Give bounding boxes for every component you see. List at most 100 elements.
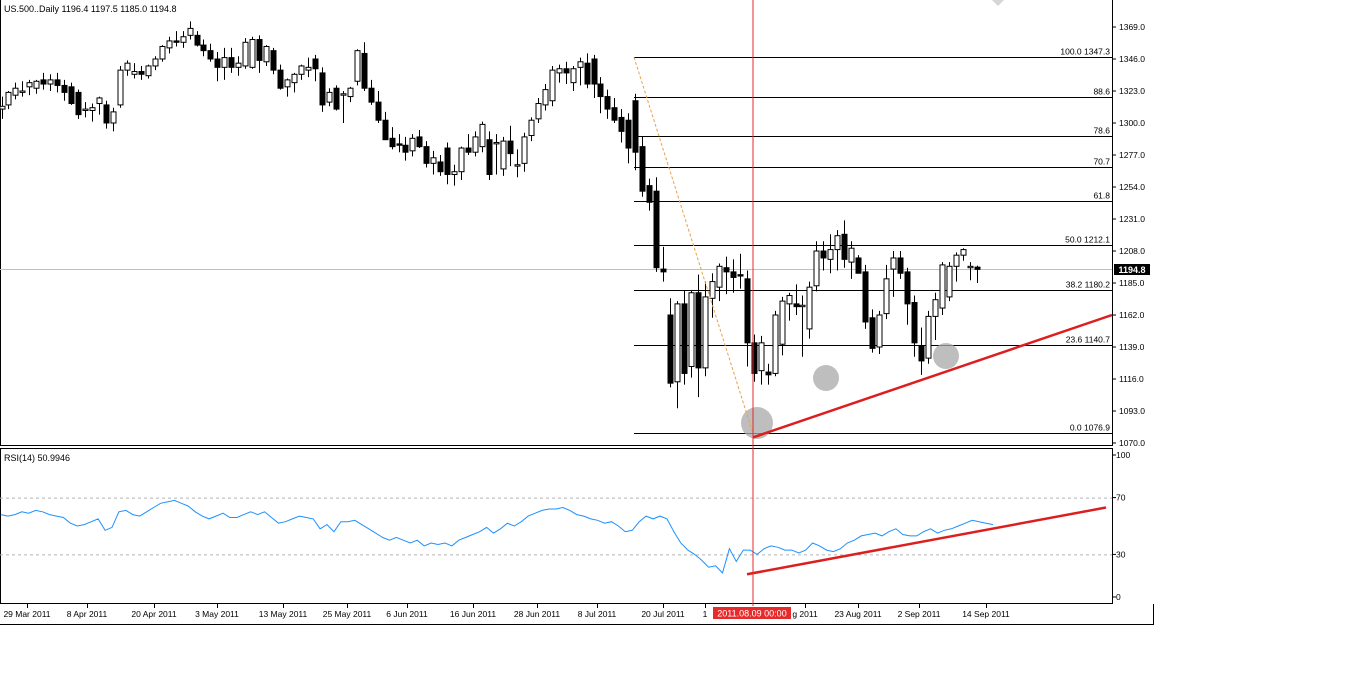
candle-body-bull (570, 68, 577, 84)
candle-body-bear (639, 146, 646, 192)
candle (368, 79, 375, 105)
candle-body-bear (660, 268, 667, 273)
x-tick-label: 8 Apr 2011 (67, 609, 108, 619)
price-tick-label: 1254.0 (1119, 182, 1145, 192)
candle (5, 91, 12, 110)
x-tick-label: 2 Sep 2011 (898, 609, 941, 619)
candle-body-bear (632, 100, 639, 153)
candle (389, 127, 396, 150)
candle (660, 246, 667, 282)
fibonacci-anchor-line[interactable] (633, 57, 754, 434)
candle-body-bull (827, 249, 834, 260)
candle (47, 74, 54, 91)
candle (730, 259, 737, 293)
candle (939, 262, 946, 315)
candle (723, 256, 730, 295)
candle-body-bull (772, 314, 779, 374)
candle-body-bull (19, 90, 26, 93)
candle-body-bull (716, 265, 723, 288)
candle-body-bull (117, 69, 124, 106)
candle-body-bull (96, 97, 103, 105)
candle-body-bull (409, 137, 416, 152)
candle-body-bull (298, 65, 305, 75)
rsi-tick-label: 0 (1116, 592, 1121, 602)
candle (653, 177, 660, 272)
candle-body-bull (110, 111, 117, 124)
candle-body-bull (674, 303, 681, 383)
x-tick-label: g 2011 (792, 609, 818, 619)
candle-body-bear (396, 143, 403, 146)
candle (806, 281, 813, 339)
candle (667, 298, 674, 388)
candle (737, 253, 744, 289)
candle (409, 134, 416, 157)
rsi-trendline[interactable] (746, 506, 1107, 576)
candle-body-bear (423, 146, 430, 164)
candle-body-bull (702, 296, 709, 369)
candle (319, 67, 326, 112)
candle (103, 100, 110, 129)
candle-body-bear (61, 84, 68, 93)
candle-body-bull (145, 65, 152, 77)
candle-body-bear (730, 271, 737, 278)
price-tick-label: 1369.0 (1119, 22, 1145, 32)
candle (200, 39, 207, 57)
rsi-level-lines (0, 497, 1112, 556)
candle-body-bear (904, 271, 911, 305)
candle-body-bear (911, 301, 918, 344)
candle (228, 47, 235, 73)
candle-body-bull (758, 342, 765, 372)
candlestick-series (0, 21, 981, 409)
candle-body-bear (737, 274, 744, 277)
price-tick-label: 1300.0 (1119, 118, 1145, 128)
candle-body-bear (584, 62, 591, 85)
highlight-circle (813, 365, 839, 391)
candle-body-bull (180, 36, 187, 43)
candle-body-bull (535, 103, 542, 120)
candle-body-bull (305, 66, 312, 71)
candle-body-bear (681, 303, 688, 374)
candle-body-bull (284, 79, 291, 88)
x-tick-label: 20 Apr 2011 (131, 609, 176, 619)
candle-body-bull (890, 257, 897, 270)
date-badge: 2011.08.09 00:00 (713, 607, 791, 619)
candle (166, 36, 173, 54)
price-trendline[interactable] (752, 313, 1113, 439)
candle (542, 84, 549, 111)
rsi-panel: 100 70 30 0 RSI(14) 50.9946 (0, 448, 1130, 604)
candle-body-bear (416, 136, 423, 148)
candle (145, 64, 152, 79)
candle (974, 265, 981, 283)
x-tick-label: 16 Jun 2011 (450, 609, 496, 619)
candle-body-bull (556, 68, 563, 74)
candle-body-bull (340, 93, 347, 96)
candle (681, 289, 688, 385)
candle (110, 107, 117, 132)
x-tick-label: 20 Jul 2011 (641, 609, 685, 619)
candle-body-bear (256, 39, 263, 61)
candle (799, 295, 806, 357)
candle (444, 142, 451, 185)
candle (0, 96, 6, 119)
fibonacci-retracement[interactable]: 100.0 1347.3 88.6 78.6 70.7 61.8 50.0 1212.1 3… (634, 47, 1112, 434)
candle-body-bull (799, 304, 806, 308)
candle-body-bull (242, 41, 249, 67)
candle-body-bear (207, 50, 214, 60)
current-price-badge-bg (1114, 264, 1150, 275)
candle (820, 241, 827, 271)
rsi-line (0, 499, 994, 574)
fib-level-label: 38.2 1180.2 (1066, 280, 1111, 290)
candle (298, 64, 305, 80)
candle-body-bear (611, 107, 618, 121)
candle-body-bull (834, 235, 841, 251)
candle-body-bull (688, 292, 695, 367)
price-tick-label: 1277.0 (1119, 150, 1145, 160)
candle (946, 262, 953, 302)
candle-body-bull (131, 71, 138, 75)
candle (848, 241, 855, 279)
candle (793, 284, 800, 315)
candle (82, 102, 89, 118)
candle (960, 248, 967, 261)
candle-body-bear (368, 87, 375, 103)
candle (437, 155, 444, 176)
